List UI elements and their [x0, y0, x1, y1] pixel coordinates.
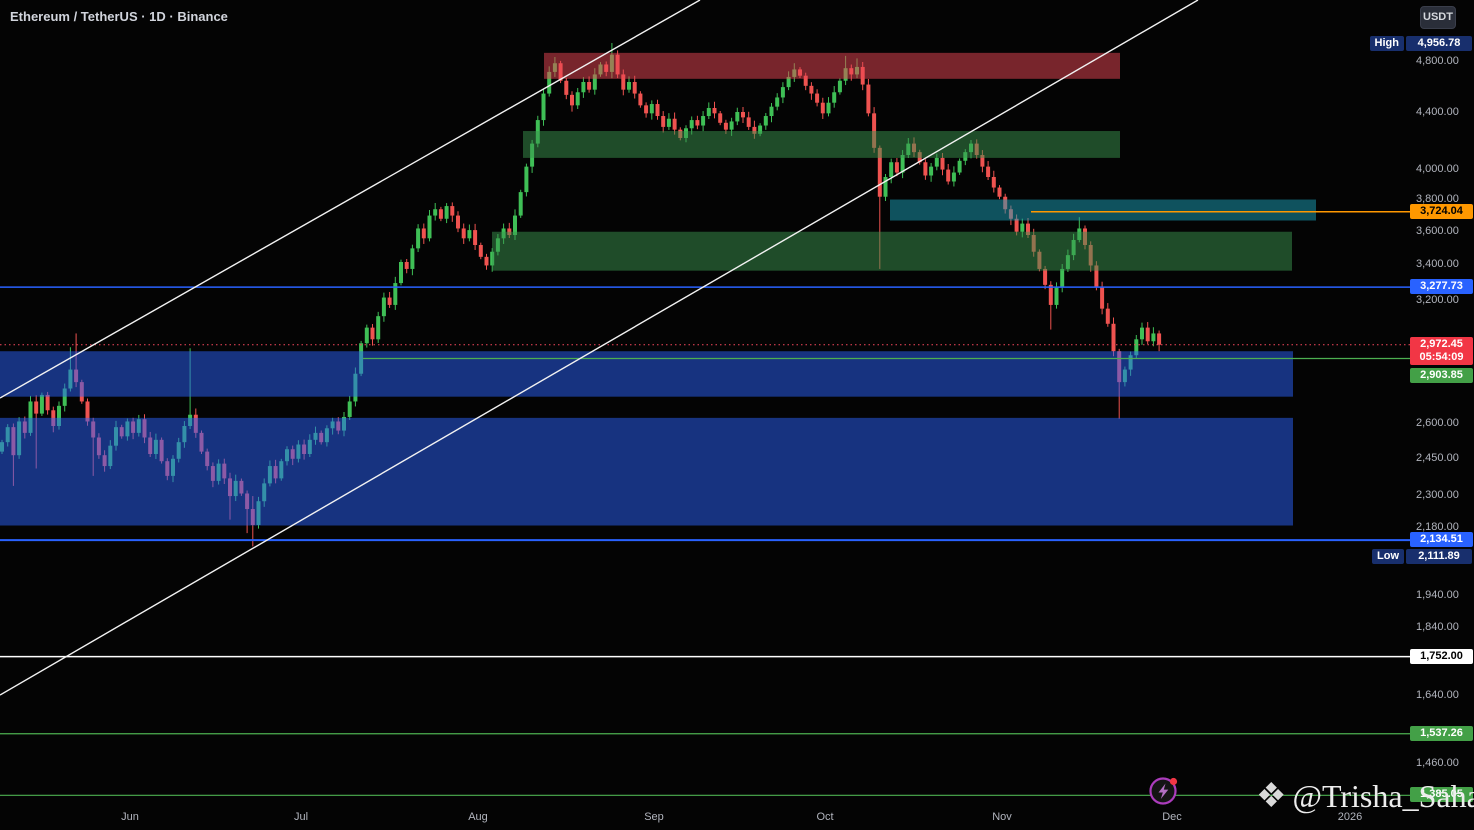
green-level-badge: 1,385.05 [1410, 787, 1473, 803]
symbol-title: Ethereum / TetherUS · 1D · Binance [10, 9, 228, 24]
session-low-row: Low 2,111.89 [1372, 549, 1472, 564]
price-tick: 2,180.00 [1416, 520, 1459, 533]
zone-green-upper [523, 131, 1120, 158]
channel-line-lower [0, 0, 1199, 696]
low-label-chip: Low [1372, 549, 1404, 564]
price-tick: 2,600.00 [1416, 416, 1459, 429]
price-tick: 3,800.00 [1416, 192, 1459, 205]
price-tick: 3,600.00 [1416, 224, 1459, 237]
currency-toggle-button[interactable]: USDT [1420, 6, 1456, 29]
time-label: Oct [816, 811, 834, 823]
price-tick: 3,400.00 [1416, 258, 1459, 271]
price-tick: 3,200.00 [1416, 294, 1459, 307]
white-level-badge: 1,752.00 [1410, 648, 1473, 664]
demand-zone-blue-lower [0, 417, 1293, 526]
price-tick: 1,840.00 [1416, 620, 1459, 633]
trend-channel [0, 0, 1199, 696]
time-label: Nov [992, 811, 1012, 823]
time-label: Sep [644, 811, 664, 823]
blue-level-badge: 2,134.51 [1410, 532, 1473, 548]
time-label: 2026 [1337, 811, 1363, 823]
supply-zone-red [544, 52, 1120, 79]
low-value-chip: 2,111.89 [1406, 549, 1472, 564]
price-tick: 1,640.00 [1416, 688, 1459, 701]
lightning-bolt-glyph [1158, 783, 1169, 799]
time-axis[interactable]: Jun Jul Aug Sep Oct Nov Dec 2026 [0, 806, 1474, 830]
time-label: Jun [121, 811, 139, 823]
diamond-logo-icon: ❖ [1256, 777, 1287, 815]
price-tick: 4,000.00 [1416, 162, 1459, 175]
zone-green-lower [492, 231, 1292, 271]
session-high-row: High 4,956.78 [1369, 36, 1472, 51]
price-tick: 1,940.00 [1416, 589, 1459, 602]
channel-line-upper [0, 0, 701, 399]
time-label: Aug [468, 811, 488, 823]
blue-level-badge: 3,277.73 [1410, 279, 1473, 295]
watermark-handle: @Trisha_Saha [1292, 778, 1474, 814]
watermark: ❖ @Trisha_Saha [1256, 779, 1474, 813]
lightning-status-icon[interactable] [1147, 774, 1180, 807]
green-level-badge: 1,537.26 [1410, 725, 1473, 741]
price-tick: 4,400.00 [1416, 106, 1459, 119]
price-tick: 2,300.00 [1416, 489, 1459, 502]
price-tick: 2,450.00 [1416, 451, 1459, 464]
time-label: Jul [293, 811, 309, 823]
current-price-badge: 2,972.45 05:54:09 [1410, 336, 1473, 365]
orange-level-badge: 3,724.04 [1410, 203, 1473, 219]
notification-dot [1169, 777, 1178, 786]
zone-teal [890, 199, 1316, 221]
green-level-badge: 2,903.85 [1410, 368, 1473, 383]
zones [0, 52, 1316, 526]
price-axis[interactable]: 4,800.00 4,400.00 4,000.00 3,800.00 3,600.00… [1410, 0, 1474, 806]
high-label-chip: High [1369, 36, 1404, 51]
candlestick-chart[interactable] [0, 0, 1410, 806]
time-label: Dec [1162, 811, 1182, 823]
high-value-chip: 4,956.78 [1406, 36, 1472, 51]
price-tick: 1,460.00 [1416, 757, 1459, 770]
price-tick: 4,800.00 [1416, 55, 1459, 67]
